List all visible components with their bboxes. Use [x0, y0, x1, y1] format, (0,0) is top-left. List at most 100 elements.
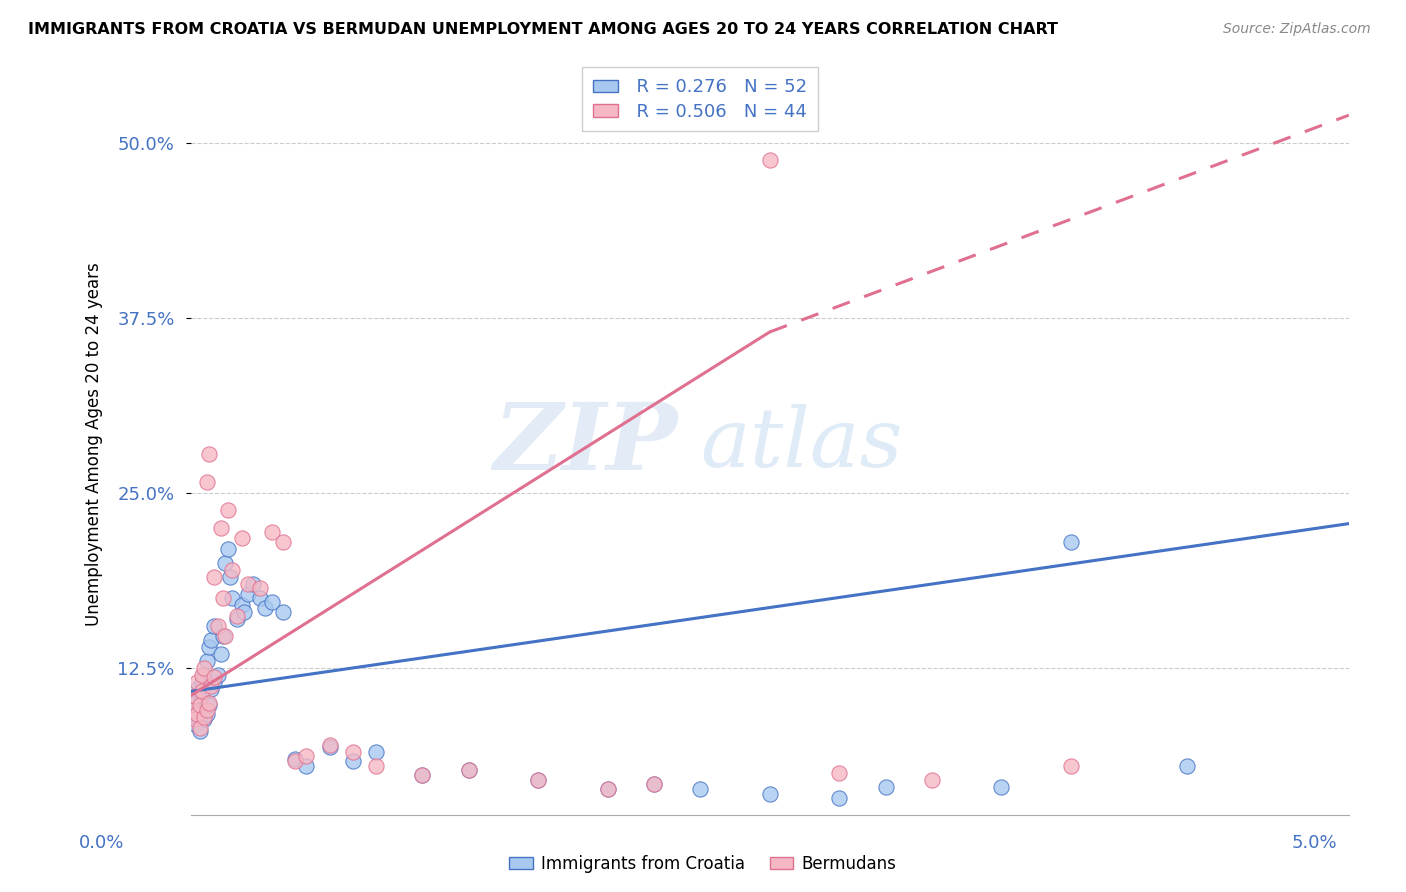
Point — [207, 667, 229, 681]
Point — [217, 541, 239, 556]
Point — [200, 632, 222, 647]
Point — [188, 723, 211, 738]
Point — [249, 581, 271, 595]
Point — [195, 475, 218, 489]
Point — [202, 570, 225, 584]
Point — [225, 609, 247, 624]
Point — [184, 713, 207, 727]
Point — [186, 706, 208, 721]
Point — [596, 782, 619, 797]
Point — [284, 751, 307, 765]
Point — [342, 745, 364, 759]
Point — [689, 782, 711, 797]
Point — [411, 768, 433, 782]
Point — [198, 696, 221, 710]
Point — [186, 681, 208, 696]
Point — [184, 696, 207, 710]
Point — [209, 647, 232, 661]
Point — [411, 768, 433, 782]
Point — [207, 618, 229, 632]
Point — [186, 709, 208, 723]
Point — [221, 591, 243, 605]
Point — [193, 709, 215, 723]
Point — [232, 605, 254, 619]
Point — [186, 674, 208, 689]
Text: 5.0%: 5.0% — [1292, 834, 1337, 852]
Point — [219, 570, 242, 584]
Point — [200, 681, 222, 696]
Point — [758, 787, 780, 801]
Point — [198, 698, 221, 713]
Point — [364, 745, 387, 759]
Point — [1060, 758, 1083, 772]
Point — [318, 738, 340, 752]
Point — [875, 780, 897, 794]
Point — [181, 703, 204, 717]
Point — [596, 782, 619, 797]
Point — [214, 628, 236, 642]
Point — [253, 600, 276, 615]
Point — [195, 706, 218, 721]
Y-axis label: Unemployment Among Ages 20 to 24 years: Unemployment Among Ages 20 to 24 years — [86, 262, 103, 626]
Point — [195, 703, 218, 717]
Point — [342, 755, 364, 769]
Point — [191, 689, 214, 703]
Point — [231, 531, 253, 545]
Point — [238, 586, 260, 600]
Text: 0.0%: 0.0% — [79, 834, 124, 852]
Point — [990, 780, 1012, 794]
Point — [202, 671, 225, 685]
Point — [214, 556, 236, 570]
Point — [457, 763, 479, 777]
Point — [191, 674, 214, 689]
Point — [191, 684, 214, 698]
Point — [295, 748, 318, 763]
Point — [260, 595, 283, 609]
Point — [225, 612, 247, 626]
Point — [193, 661, 215, 675]
Point — [260, 524, 283, 539]
Point — [188, 703, 211, 717]
Point — [271, 605, 294, 619]
Point — [198, 640, 221, 654]
Point — [221, 563, 243, 577]
Point — [217, 502, 239, 516]
Text: Source: ZipAtlas.com: Source: ZipAtlas.com — [1223, 22, 1371, 37]
Text: ZIP: ZIP — [492, 399, 678, 489]
Point — [202, 674, 225, 689]
Point — [1175, 758, 1198, 772]
Point — [828, 790, 851, 805]
Point — [188, 721, 211, 735]
Point — [457, 763, 479, 777]
Text: IMMIGRANTS FROM CROATIA VS BERMUDAN UNEMPLOYMENT AMONG AGES 20 TO 24 YEARS CORRE: IMMIGRANTS FROM CROATIA VS BERMUDAN UNEM… — [28, 22, 1059, 37]
Point — [364, 758, 387, 772]
Point — [828, 765, 851, 780]
Point — [193, 713, 215, 727]
Point — [184, 689, 207, 703]
Legend:   R = 0.276   N = 52,   R = 0.506   N = 44: R = 0.276 N = 52, R = 0.506 N = 44 — [582, 68, 818, 131]
Point — [184, 716, 207, 731]
Point — [643, 777, 665, 791]
Point — [191, 667, 214, 681]
Point — [212, 628, 235, 642]
Point — [238, 576, 260, 591]
Point — [271, 534, 294, 549]
Point — [193, 667, 215, 681]
Point — [200, 679, 222, 693]
Point — [1060, 534, 1083, 549]
Point — [527, 772, 550, 787]
Point — [209, 521, 232, 535]
Point — [181, 703, 204, 717]
Point — [195, 654, 218, 668]
Point — [643, 777, 665, 791]
Point — [527, 772, 550, 787]
Point — [284, 755, 307, 769]
Point — [198, 447, 221, 461]
Point — [921, 772, 943, 787]
Point — [295, 758, 318, 772]
Point — [202, 618, 225, 632]
Point — [318, 740, 340, 755]
Legend: Immigrants from Croatia, Bermudans: Immigrants from Croatia, Bermudans — [503, 848, 903, 880]
Point — [231, 598, 253, 612]
Point — [249, 591, 271, 605]
